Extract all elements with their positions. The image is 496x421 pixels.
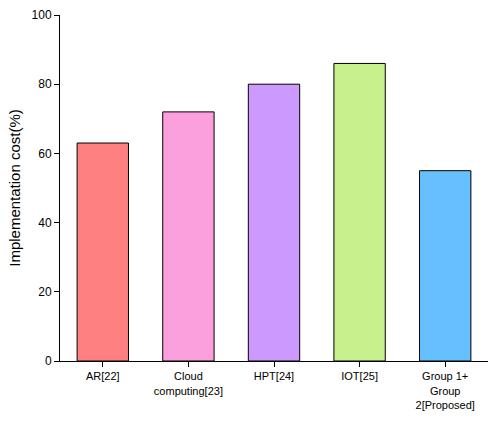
svg-text:Implementation cost(%): Implementation cost(%) bbox=[6, 109, 23, 267]
svg-text:AR[22]: AR[22] bbox=[86, 370, 120, 382]
svg-text:IOT[25]: IOT[25] bbox=[341, 370, 378, 382]
svg-text:20: 20 bbox=[38, 285, 52, 299]
svg-text:100: 100 bbox=[32, 8, 52, 22]
svg-text:Cloudcomputing[23]: Cloudcomputing[23] bbox=[154, 370, 223, 396]
svg-text:HPT[24]: HPT[24] bbox=[254, 370, 294, 382]
svg-text:Group 1+Group2[Proposed]: Group 1+Group2[Proposed] bbox=[416, 370, 475, 411]
svg-text:60: 60 bbox=[38, 147, 52, 161]
svg-text:0: 0 bbox=[45, 354, 52, 368]
svg-text:80: 80 bbox=[38, 77, 52, 91]
svg-text:40: 40 bbox=[38, 216, 52, 230]
